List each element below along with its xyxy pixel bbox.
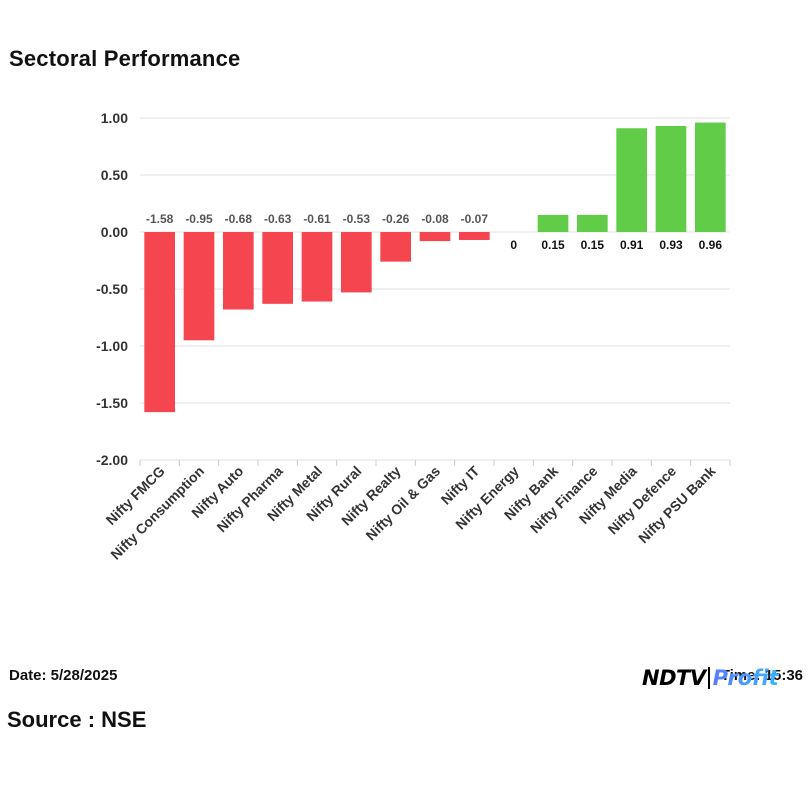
data-label: 0.96 bbox=[699, 238, 723, 252]
bar bbox=[262, 232, 294, 304]
source-text: Source : NSE bbox=[7, 707, 147, 732]
y-tick-label: 1.00 bbox=[101, 110, 128, 126]
data-label: -0.63 bbox=[264, 212, 292, 226]
y-tick-label: 0.00 bbox=[101, 224, 128, 240]
bar bbox=[576, 214, 608, 232]
data-label: -0.08 bbox=[421, 212, 449, 226]
bar bbox=[183, 232, 215, 341]
bar bbox=[419, 232, 451, 242]
y-tick-label: 0.50 bbox=[101, 167, 128, 183]
y-tick-label: -1.00 bbox=[96, 338, 128, 354]
bar bbox=[144, 232, 176, 413]
data-label: 0.15 bbox=[541, 238, 565, 252]
data-label: -0.53 bbox=[343, 212, 371, 226]
logo-ndtv-text: NDTV bbox=[642, 666, 706, 690]
data-label: 0.15 bbox=[581, 238, 605, 252]
bar bbox=[301, 232, 333, 302]
y-tick-label: -1.50 bbox=[96, 395, 128, 411]
bar bbox=[340, 232, 372, 293]
x-tick-label: Nifty Defence bbox=[605, 463, 680, 538]
bar bbox=[616, 128, 648, 232]
bar bbox=[537, 214, 569, 232]
data-label: 0.91 bbox=[620, 238, 644, 252]
bar bbox=[694, 122, 726, 232]
bar bbox=[458, 232, 490, 240]
data-label: 0.93 bbox=[659, 238, 683, 252]
y-axis-ticks: 1.00 0.50 0.00 -0.50 -1.00 -1.50 -2.00 bbox=[96, 110, 128, 468]
data-label: -1.58 bbox=[146, 212, 174, 226]
bar bbox=[655, 125, 687, 232]
value-labels-layer: -1.58 -0.95 -0.68 -0.63 -0.61 -0.53 -0.26 -0.08… bbox=[146, 212, 722, 252]
data-label: -0.61 bbox=[303, 212, 331, 226]
sectoral-bar-chart: 1.00 0.50 0.00 -0.50 -1.00 -1.50 -2.00 -1.58 -0… bbox=[96, 110, 731, 563]
data-label: -0.68 bbox=[225, 212, 253, 226]
ndtv-profit-logo: NDTV Profit bbox=[642, 663, 779, 693]
logo-profit-text: Profit bbox=[713, 663, 779, 693]
data-label: -0.95 bbox=[185, 212, 213, 226]
chart-title: Sectoral Performance bbox=[9, 46, 241, 71]
time-text: Time: 15:36 bbox=[721, 667, 803, 684]
y-tick-label: -0.50 bbox=[96, 281, 128, 297]
data-label: 0 bbox=[510, 238, 517, 252]
data-label: -0.26 bbox=[382, 212, 410, 226]
bars-layer bbox=[144, 122, 726, 413]
bar bbox=[222, 232, 254, 310]
logo-divider bbox=[707, 667, 710, 689]
date-text: Date: 5/28/2025 bbox=[9, 667, 118, 684]
bar bbox=[380, 232, 412, 262]
data-label: -0.07 bbox=[461, 212, 489, 226]
y-tick-label: -2.00 bbox=[96, 452, 128, 468]
